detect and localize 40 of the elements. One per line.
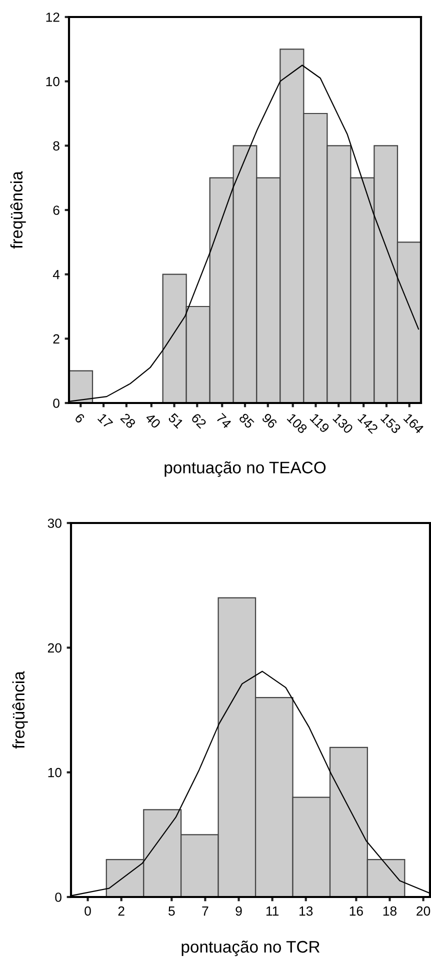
x-tick-label: 51 — [168, 412, 184, 429]
y-tick-label: 6 — [53, 206, 60, 215]
x-tick-label: 130 — [332, 412, 354, 434]
y-tick-label: 8 — [53, 141, 60, 151]
x-tick-label: 11 — [266, 906, 279, 916]
y-tick-label: 0 — [53, 398, 60, 408]
x-tick-label: 9 — [236, 906, 242, 916]
x-tick-label: 17 — [97, 413, 114, 429]
x-tick-label: 28 — [120, 412, 136, 429]
x-tick-label: 164 — [403, 412, 424, 434]
y-axis-title: freqüência — [10, 171, 26, 249]
x-tick-label: 153 — [380, 412, 402, 434]
y-tick-label: 0 — [55, 892, 62, 902]
y-tick-label: 4 — [52, 270, 60, 280]
x-tick-label: 13 — [300, 906, 313, 916]
x-tick-label: 5 — [168, 906, 175, 916]
y-tick-label: 2 — [53, 334, 60, 344]
x-tick-label: 142 — [358, 412, 378, 434]
x-tick-label: 119 — [310, 412, 330, 434]
x-tick-label: 85 — [238, 412, 255, 429]
x-tick-label: 7 — [202, 906, 208, 916]
x-tick-label: 74 — [216, 412, 232, 429]
x-tick-label: 96 — [261, 412, 278, 429]
x-tick-label: 18 — [383, 906, 397, 916]
y-axis-title: freqüência — [12, 671, 28, 749]
x-tick-label: 20 — [416, 906, 430, 916]
x-tick-label: 6 — [74, 412, 86, 424]
y-tick-label: 12 — [46, 12, 60, 22]
y-tick-label: 10 — [46, 76, 60, 86]
x-tick-label: 2 — [118, 906, 124, 916]
x-axis-title: pontuação no TCR — [182, 940, 320, 956]
x-axis-title: pontuação no TEACO — [164, 461, 326, 477]
y-tick-label: 20 — [48, 643, 62, 653]
x-tick-label: 0 — [84, 906, 91, 916]
x-tick-label: 40 — [144, 412, 162, 429]
x-tick-label: 62 — [190, 412, 207, 429]
x-tick-label: 16 — [350, 906, 363, 916]
y-tick-label: 10 — [48, 768, 62, 778]
x-tick-label: 108 — [286, 412, 308, 434]
y-tick-label: 30 — [48, 518, 62, 528]
